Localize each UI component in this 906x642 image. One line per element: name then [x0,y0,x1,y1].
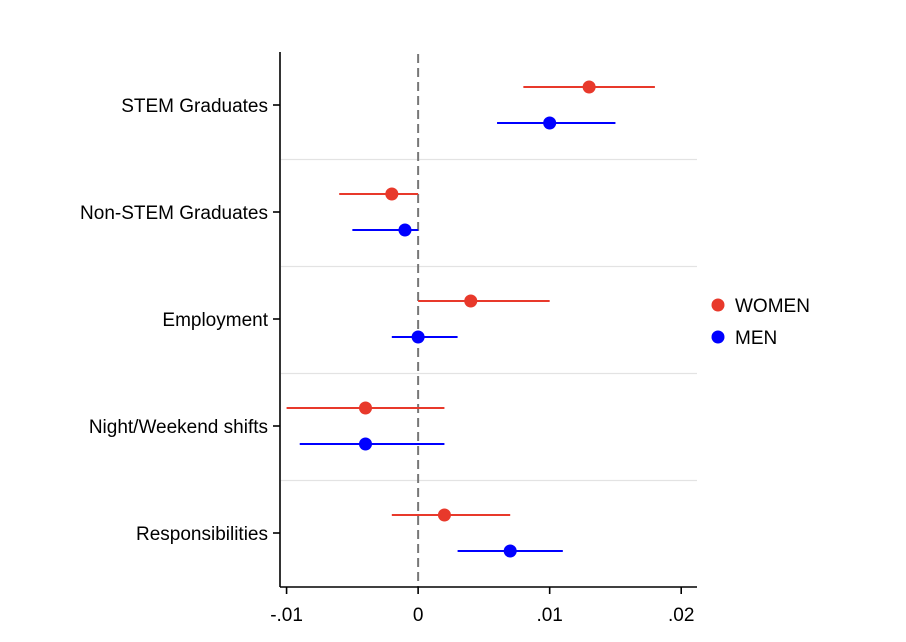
men-point [411,330,425,344]
men-point [359,437,373,451]
x-axis: -.01 0 .01 .02 [270,586,697,626]
women-point [582,80,596,94]
category-label: Non-STEM Graduates [80,203,268,224]
legend: WOMEN MEN [711,296,810,349]
women-point [464,294,478,308]
x-tick-label: .01 [536,605,562,626]
women-point [359,401,373,415]
category-label: Responsibilities [136,524,268,545]
men-point [503,544,517,558]
category-label: STEM Graduates [121,96,268,117]
x-tick-label: -.01 [270,605,303,626]
x-tick-label: .02 [668,605,694,626]
legend-marker-men [711,330,725,344]
women-point [437,508,451,522]
women-point [385,187,399,201]
y-axis: STEM Graduates Non-STEM Graduates Employme… [80,52,281,587]
men-point [543,116,557,130]
men-point [398,223,412,237]
legend-marker-women [711,298,725,312]
category-label: Night/Weekend shifts [89,417,268,438]
legend-label-men: MEN [735,328,777,349]
plot-marks [286,80,655,558]
legend-label-women: WOMEN [735,296,810,317]
category-label: Employment [162,310,268,331]
category-separators [281,158,697,482]
x-tick-label: 0 [413,605,424,626]
